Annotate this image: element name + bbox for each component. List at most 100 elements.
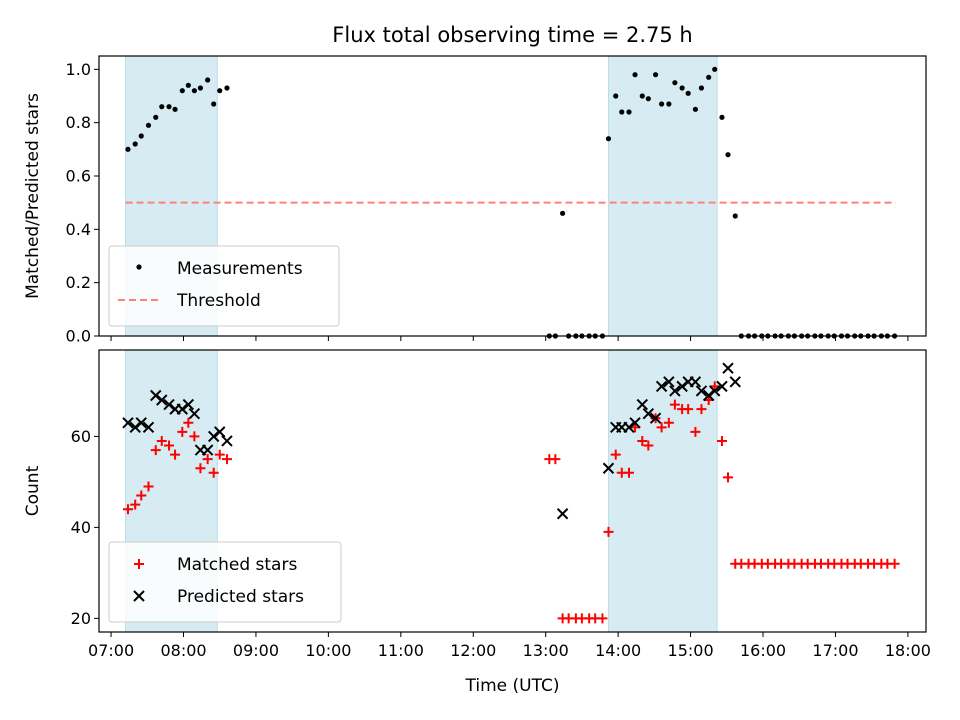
matched-star-point: [150, 445, 161, 456]
predicted-star-point: [135, 417, 147, 429]
measurement-point: [698, 85, 705, 91]
legend: Matched stars Predicted stars: [108, 541, 342, 623]
measurement-point: [712, 66, 718, 72]
matched-star-point: [189, 431, 200, 442]
measurement-point: [138, 133, 144, 139]
predicted-star-point: [729, 376, 741, 388]
x-tick-label: 09:00: [233, 641, 279, 660]
measurement-point: [153, 114, 159, 120]
x-tick-label: 14:00: [595, 641, 641, 660]
matched-star-point: [690, 426, 701, 437]
predicted-star-point: [602, 462, 615, 474]
predicted-star-point: [709, 385, 721, 397]
predicted-star-point: [129, 421, 141, 434]
measurement-point: [145, 122, 152, 128]
series-matched-stars: [122, 381, 900, 624]
x-tick-label: 15:00: [668, 641, 714, 660]
matched-star-point: [130, 499, 141, 510]
predicted-star-point: [221, 435, 233, 447]
measurement-point: [205, 77, 211, 83]
predicted-star-point: [689, 376, 702, 388]
predicted-star-point: [176, 403, 189, 415]
measurement-point: [125, 146, 131, 152]
matched-star-point: [183, 417, 194, 428]
legend-box: [108, 245, 340, 327]
measurement-point: [692, 106, 699, 112]
matched-star-point: [610, 449, 621, 460]
y-tick-label: 0.0: [66, 327, 91, 346]
predicted-star-point: [556, 508, 569, 520]
matched-star-point: [637, 435, 648, 446]
measurement-point: [159, 104, 165, 110]
x-tick-label: 07:00: [88, 641, 134, 660]
y-tick-label: 0.2: [66, 273, 91, 292]
matched-star-point: [195, 463, 206, 474]
observing-window-band: [607, 55, 718, 337]
measurement-point: [185, 82, 191, 88]
y-tick-label: 60: [71, 427, 91, 446]
panel-ratio: 0.0 0.2 0.4 0.6 0.8 1.0 Matched/Predicted star…: [23, 55, 927, 346]
matched-star-point: [170, 449, 181, 460]
predicted-star-point: [201, 444, 214, 456]
measurement-point: [645, 96, 651, 102]
legend-marker-predicted: [133, 590, 145, 602]
measurement-point: [666, 101, 672, 107]
measurement-point: [224, 85, 230, 91]
series-predicted-stars: [122, 362, 741, 520]
predicted-star-point: [182, 398, 195, 411]
matched-star-point: [723, 472, 734, 483]
legend-label: Measurements: [177, 259, 303, 279]
matched-star-point: [177, 426, 188, 437]
predicted-star-point: [142, 421, 155, 434]
y-tick-label: 0.6: [66, 167, 91, 186]
predicted-star-point: [214, 426, 226, 438]
x-tick-label: 17:00: [812, 641, 858, 660]
matched-star-point: [656, 422, 667, 433]
matched-star-point: [696, 404, 707, 415]
predicted-star-point: [156, 394, 168, 406]
predicted-star-point: [122, 417, 134, 429]
measurement-point: [639, 93, 645, 99]
predicted-star-point: [649, 412, 662, 424]
predicted-star-point: [722, 362, 734, 374]
measurement-point: [732, 213, 738, 219]
legend-label: Threshold: [176, 291, 261, 311]
matched-star-point: [214, 449, 225, 460]
legend-marker-measurements: [136, 264, 142, 270]
x-tick-label: 16:00: [740, 641, 786, 660]
measurement-point: [613, 93, 619, 99]
matched-star-point: [889, 558, 900, 569]
y-tick-label: 20: [71, 609, 91, 628]
measurement-point: [179, 88, 185, 94]
measurement-point: [191, 88, 197, 94]
measurement-point: [132, 141, 138, 147]
measurement-point: [719, 114, 725, 120]
matched-star-point: [136, 490, 147, 501]
predicted-star-point: [676, 380, 688, 393]
matched-star-point: [221, 454, 232, 465]
measurement-point: [652, 72, 659, 78]
y-tick-label: 0.8: [66, 113, 91, 132]
legend-marker-matched: [134, 559, 144, 569]
measurement-point: [605, 136, 612, 142]
y-tick-label: 40: [71, 518, 91, 537]
x-axis-label: Time (UTC): [465, 676, 560, 696]
y-axis-label: Count: [23, 465, 43, 516]
legend-box: [108, 541, 342, 623]
predicted-star-point: [623, 421, 635, 434]
predicted-star-point: [702, 389, 715, 402]
predicted-star-point: [636, 398, 648, 411]
predicted-star-point: [655, 380, 668, 393]
matched-star-point: [603, 526, 614, 537]
measurement-point: [560, 210, 566, 216]
axes-frame: [98, 349, 927, 633]
matched-star-point: [643, 440, 654, 451]
x-tick-label: 10:00: [305, 641, 351, 660]
x-tick-label: 08:00: [160, 641, 206, 660]
measurement-point: [725, 152, 731, 158]
matched-star-point: [122, 504, 133, 515]
measurement-point: [706, 74, 712, 80]
chart-title: Flux total observing time = 2.75 h: [332, 23, 692, 47]
panel-count: 20 40 60 07:00 08:00 09:00 10:00 11:00 12:00 13:0…: [23, 349, 931, 660]
